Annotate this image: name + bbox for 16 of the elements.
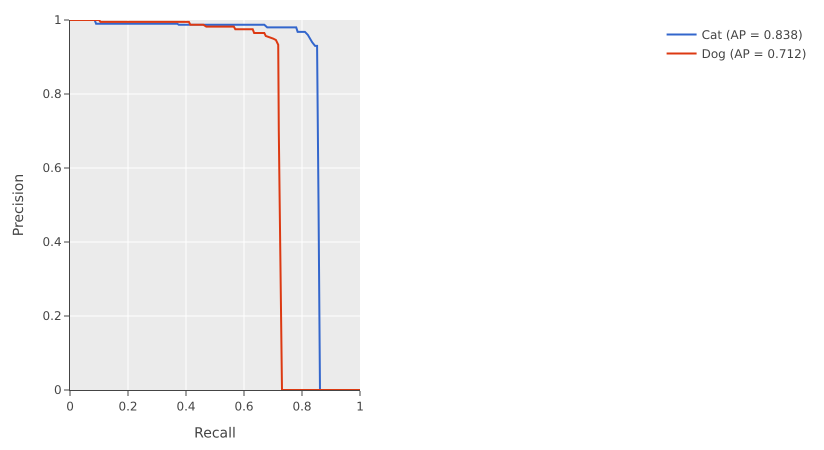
y-axis-title: Precision — [11, 174, 28, 236]
legend-label: Cat (AP = 0.838) — [702, 28, 803, 42]
y-tick-label: 0 — [54, 383, 62, 398]
y-tick-label: 0.4 — [42, 235, 62, 250]
y-tick-label: 1 — [54, 13, 62, 28]
x-tick-label: 0 — [66, 399, 74, 414]
x-tick-label: 0.4 — [176, 399, 196, 414]
x-tick-label: 0.6 — [234, 399, 254, 414]
x-tick-label: 1 — [356, 399, 364, 414]
y-tick-label: 0.6 — [42, 161, 62, 176]
y-tick-label: 0.2 — [42, 309, 62, 324]
legend-label: Dog (AP = 0.712) — [702, 47, 806, 62]
x-tick-label: 0.8 — [292, 399, 312, 414]
x-axis-title: Recall — [194, 426, 236, 442]
y-tick-label: 0.8 — [42, 87, 62, 102]
x-tick-label: 0.2 — [118, 399, 138, 414]
